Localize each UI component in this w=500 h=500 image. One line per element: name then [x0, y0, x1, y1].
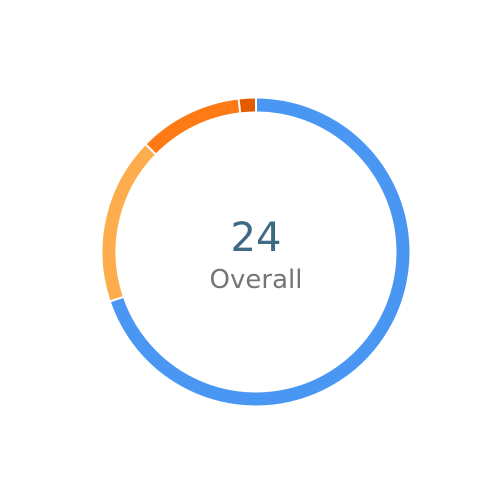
donut-slice-1 — [110, 98, 410, 406]
donut-slice-3 — [146, 99, 241, 154]
donut-slices — [102, 97, 410, 406]
center-value: 24 — [230, 215, 282, 261]
donut-slice-2 — [102, 144, 156, 302]
slice-separator-3 — [144, 143, 157, 156]
center-label: Overall — [209, 265, 303, 295]
slice-separator-4 — [237, 98, 242, 114]
slice-separator-2 — [109, 295, 125, 303]
donut-slice-4 — [238, 98, 257, 113]
